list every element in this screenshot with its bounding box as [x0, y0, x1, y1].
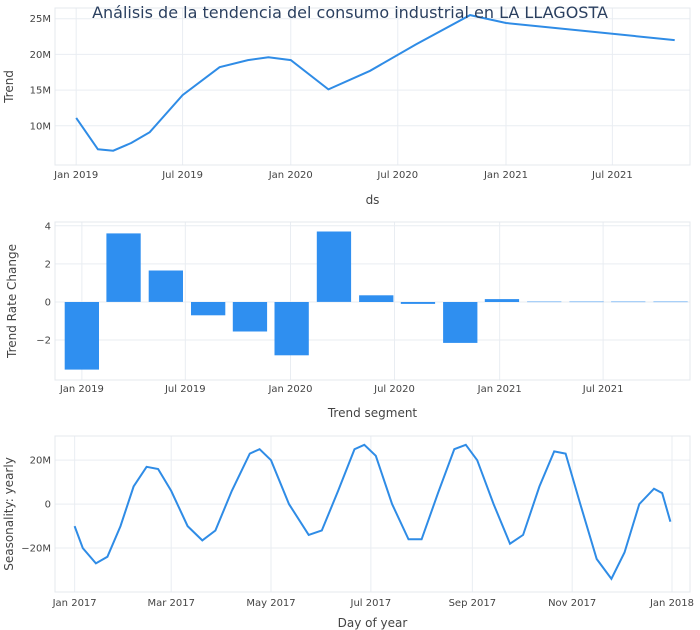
- x-tick-label: Jan 2017: [52, 598, 97, 609]
- chart-title: Análisis de la tendencia del consumo ind…: [92, 3, 608, 22]
- bar-8: [400, 302, 436, 304]
- x-axis-title: Trend segment: [327, 406, 418, 420]
- x-tick-label: Jan 2021: [477, 384, 522, 395]
- y-tick-label: −20M: [21, 544, 51, 555]
- y-tick-label: 10M: [30, 121, 51, 132]
- x-tick-label: Jan 2020: [268, 170, 313, 181]
- bar-9: [443, 302, 478, 343]
- x-tick-label: Jul 2020: [376, 170, 418, 181]
- panel-trend: Jan 2019 Jul 2019 Jan 2020 Jul 2020 Jan 2021…: [2, 7, 691, 207]
- bar-6: [316, 231, 352, 302]
- y-axis-title: Seasonality: yearly: [2, 457, 16, 571]
- bar-1: [106, 233, 141, 302]
- series-line-seasonality-yearly: [73, 443, 672, 581]
- x-tick-label: Nov 2017: [548, 598, 596, 609]
- y-tick-label: 20M: [30, 456, 51, 467]
- y-tick-label: 25M: [30, 14, 51, 25]
- bar-2: [148, 270, 183, 302]
- plot-frame: [54, 435, 691, 593]
- bar-4: [232, 302, 268, 332]
- y-tick-label: 4: [45, 221, 51, 232]
- plot-frame: [54, 221, 691, 381]
- x-tick-label: Jan 2019: [53, 170, 98, 181]
- plot-frame: [54, 7, 691, 166]
- y-tick-label: 0: [45, 500, 51, 511]
- panel-seasonality-yearly: Jan 2017 Mar 2017 May 2017 Jul 2017 Sep 2017…: [2, 435, 694, 630]
- x-tick-label: Jan 2018: [649, 598, 694, 609]
- bar-3: [191, 302, 226, 316]
- x-tick-label: Jul 2021: [591, 170, 633, 181]
- x-axis-title: ds: [366, 193, 380, 207]
- bar-0: [64, 302, 99, 370]
- x-tick-label: Jul 2020: [373, 384, 415, 395]
- x-tick-label: Jul 2019: [161, 170, 203, 181]
- panel-trend-rate-change: Jan 2019 Jul 2019 Jan 2020 Jul 2020 Jan 2021…: [5, 221, 691, 420]
- y-axis-title: Trend Rate Change: [5, 244, 19, 359]
- y-tick-label: 15M: [30, 86, 51, 97]
- x-tick-label: Jan 2021: [483, 170, 528, 181]
- x-tick-label: Jul 2019: [164, 384, 206, 395]
- x-tick-label: Jul 2017: [350, 598, 392, 609]
- x-tick-label: Jan 2020: [267, 384, 312, 395]
- x-tick-label: May 2017: [246, 598, 295, 609]
- y-axis-title: Trend: [2, 70, 16, 104]
- y-tick-label: 20M: [30, 50, 51, 61]
- bar-13: [611, 301, 646, 303]
- series-line-trend: [75, 14, 675, 152]
- bar-14: [653, 301, 688, 303]
- bar-5: [274, 302, 309, 356]
- bar-7: [359, 295, 394, 302]
- bar-12: [569, 301, 604, 303]
- x-tick-label: Jan 2019: [59, 384, 104, 395]
- x-axis-title: Day of year: [338, 616, 408, 630]
- y-tick-label: −2: [36, 336, 51, 347]
- x-tick-label: Sep 2017: [449, 598, 496, 609]
- x-tick-label: Jul 2021: [582, 384, 624, 395]
- bar-11: [527, 301, 562, 303]
- x-tick-label: Mar 2017: [147, 598, 195, 609]
- y-tick-label: 0: [45, 297, 51, 308]
- y-tick-label: 2: [45, 259, 51, 270]
- bar-10: [484, 299, 520, 302]
